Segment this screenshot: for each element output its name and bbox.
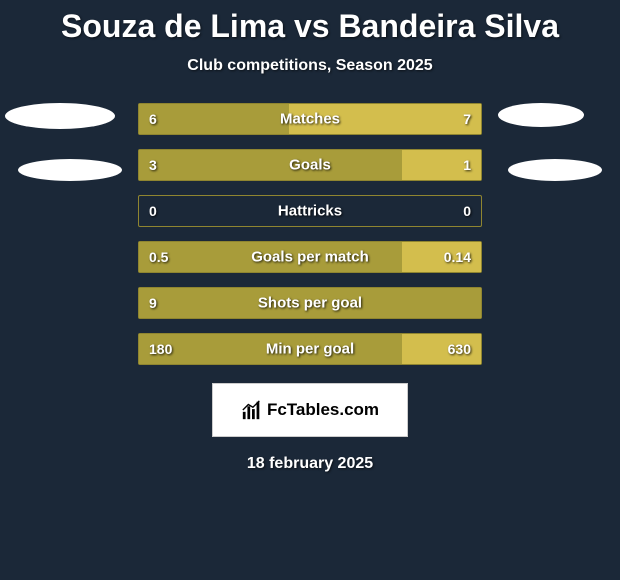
stat-row: 6 Matches 7 — [138, 103, 482, 135]
comparison-infographic: Souza de Lima vs Bandeira Silva Club com… — [0, 0, 620, 580]
stat-value-right: 630 — [448, 341, 471, 357]
bar-left — [139, 150, 402, 180]
date-label: 18 february 2025 — [0, 455, 620, 473]
decorative-oval — [5, 103, 115, 129]
stat-value-right: 7 — [463, 111, 471, 127]
branding-badge: FcTables.com — [212, 383, 408, 437]
stat-label: Matches — [280, 111, 340, 128]
decorative-oval — [508, 159, 602, 181]
stat-rows: 6 Matches 7 3 Goals 1 0 Hattricks 0 0.5 Goals per … — [138, 103, 482, 365]
stat-row: 0.5 Goals per match 0.14 — [138, 241, 482, 273]
stat-label: Hattricks — [278, 203, 342, 220]
stat-value-right: 1 — [463, 157, 471, 173]
chart-area: 6 Matches 7 3 Goals 1 0 Hattricks 0 0.5 Goals per … — [0, 103, 620, 365]
stat-label: Goals — [289, 157, 331, 174]
stat-row: 180 Min per goal 630 — [138, 333, 482, 365]
stat-value-left: 0 — [149, 203, 157, 219]
chart-icon — [241, 399, 263, 421]
subtitle: Club competitions, Season 2025 — [0, 57, 620, 75]
page-title: Souza de Lima vs Bandeira Silva — [0, 8, 620, 45]
stat-label: Goals per match — [251, 249, 369, 266]
decorative-oval — [18, 159, 122, 181]
branding-text: FcTables.com — [267, 400, 379, 420]
stat-label: Shots per goal — [258, 295, 362, 312]
stat-value-left: 6 — [149, 111, 157, 127]
stat-row: 3 Goals 1 — [138, 149, 482, 181]
stat-value-left: 3 — [149, 157, 157, 173]
stat-value-right: 0.14 — [444, 249, 471, 265]
stat-value-left: 180 — [149, 341, 172, 357]
stat-value-left: 9 — [149, 295, 157, 311]
stat-row: 0 Hattricks 0 — [138, 195, 482, 227]
bar-left — [139, 104, 289, 134]
stat-label: Min per goal — [266, 341, 354, 358]
stat-value-left: 0.5 — [149, 249, 168, 265]
decorative-oval — [498, 103, 584, 127]
stat-row: 9 Shots per goal — [138, 287, 482, 319]
stat-value-right: 0 — [463, 203, 471, 219]
